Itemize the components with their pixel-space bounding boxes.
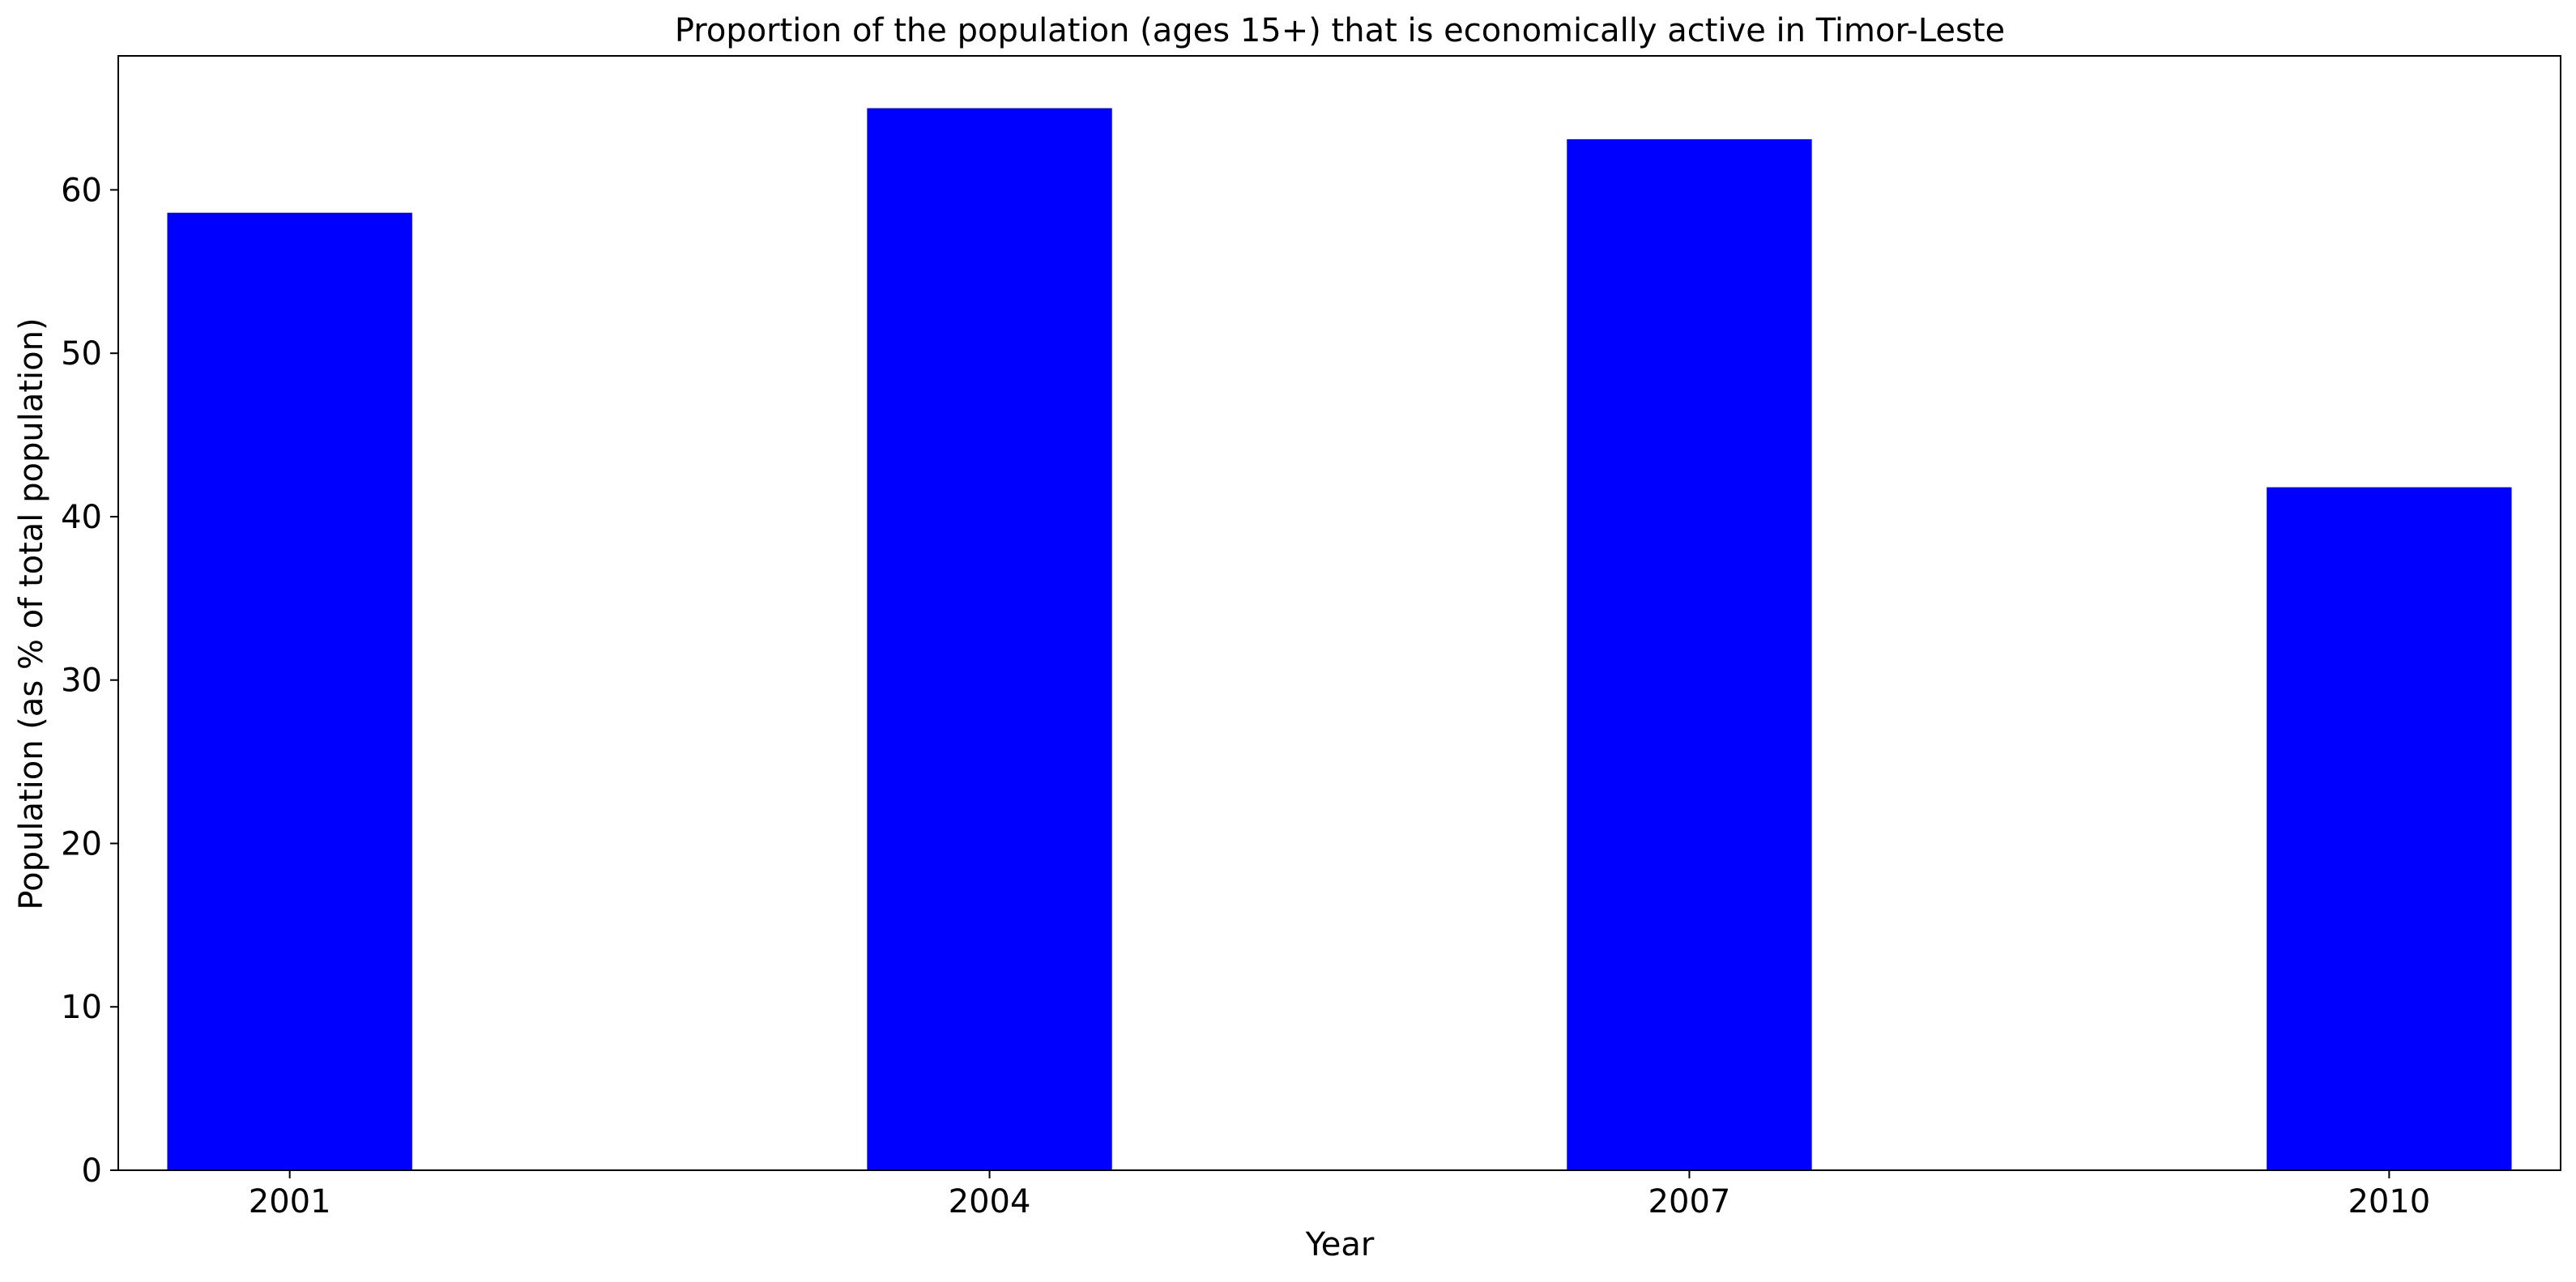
bar-2010 <box>2267 487 2512 1170</box>
chart-title: Proportion of the population (ages 15+) … <box>675 12 2005 49</box>
bar-2007 <box>1567 138 1812 1171</box>
y-tick-label: 10 <box>61 989 102 1026</box>
y-tick-label: 60 <box>61 172 102 209</box>
plot-frame <box>117 55 2561 1171</box>
y-tick-label: 0 <box>82 1152 102 1190</box>
y-tick-label: 50 <box>61 335 102 373</box>
y-tick-label: 40 <box>61 499 102 536</box>
plot-area: 0 10 20 30 40 50 60 2001 2004 2007 2010 <box>61 55 2561 1220</box>
bar-2004 <box>867 108 1112 1171</box>
y-tick-label: 30 <box>61 662 102 700</box>
bar-2001 <box>167 212 412 1170</box>
x-tick-label: 2004 <box>949 1183 1031 1220</box>
x-tick-label: 2010 <box>2348 1183 2430 1220</box>
x-axis-label: Year <box>1305 1226 1375 1263</box>
y-axis-label: Population (as % of total population) <box>13 317 50 909</box>
y-tick-label: 20 <box>61 825 102 862</box>
x-tick-label: 2007 <box>1648 1183 1731 1220</box>
x-tick-label: 2001 <box>249 1183 331 1220</box>
